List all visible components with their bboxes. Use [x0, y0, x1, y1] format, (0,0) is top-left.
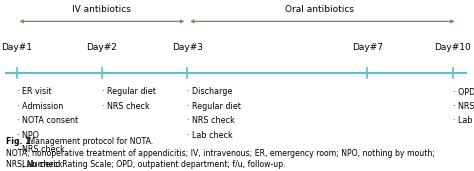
Text: · Regular diet: · Regular diet — [102, 87, 156, 96]
Text: Fig. 1.: Fig. 1. — [6, 137, 33, 146]
Text: · Lab check: · Lab check — [187, 131, 233, 140]
Text: · Lab check: · Lab check — [17, 160, 63, 169]
Text: · OPD f/u: · OPD f/u — [453, 87, 474, 96]
Text: · NPO: · NPO — [17, 131, 38, 140]
Text: · Admission: · Admission — [17, 102, 63, 111]
Text: Day#10: Day#10 — [434, 43, 471, 52]
Text: NOTA, nonoperative treatment of appendicitis; IV, intravenous; ER, emergency roo: NOTA, nonoperative treatment of appendic… — [6, 149, 435, 158]
Text: · Lab check: · Lab check — [453, 116, 474, 125]
Text: · NOTA consent: · NOTA consent — [17, 116, 78, 125]
Text: NRS, Numeric Rating Scale; OPD, outpatient department; f/u, follow-up.: NRS, Numeric Rating Scale; OPD, outpatie… — [6, 160, 285, 169]
Text: Day#3: Day#3 — [172, 43, 203, 52]
Text: Day#1: Day#1 — [1, 43, 32, 52]
Text: · ER visit: · ER visit — [17, 87, 51, 96]
Text: · NRS check: · NRS check — [17, 145, 64, 154]
Text: · NRS check: · NRS check — [453, 102, 474, 111]
Text: · NRS check: · NRS check — [102, 102, 150, 111]
Text: · Regular diet: · Regular diet — [187, 102, 241, 111]
Text: · Discharge: · Discharge — [187, 87, 233, 96]
Text: Management protocol for NOTA.: Management protocol for NOTA. — [26, 137, 154, 146]
Text: IV antibiotics: IV antibiotics — [73, 5, 131, 14]
Text: · NRS check: · NRS check — [187, 116, 235, 125]
Text: Day#2: Day#2 — [86, 43, 118, 52]
Text: Oral antibiotics: Oral antibiotics — [285, 5, 355, 14]
Text: Day#7: Day#7 — [352, 43, 383, 52]
